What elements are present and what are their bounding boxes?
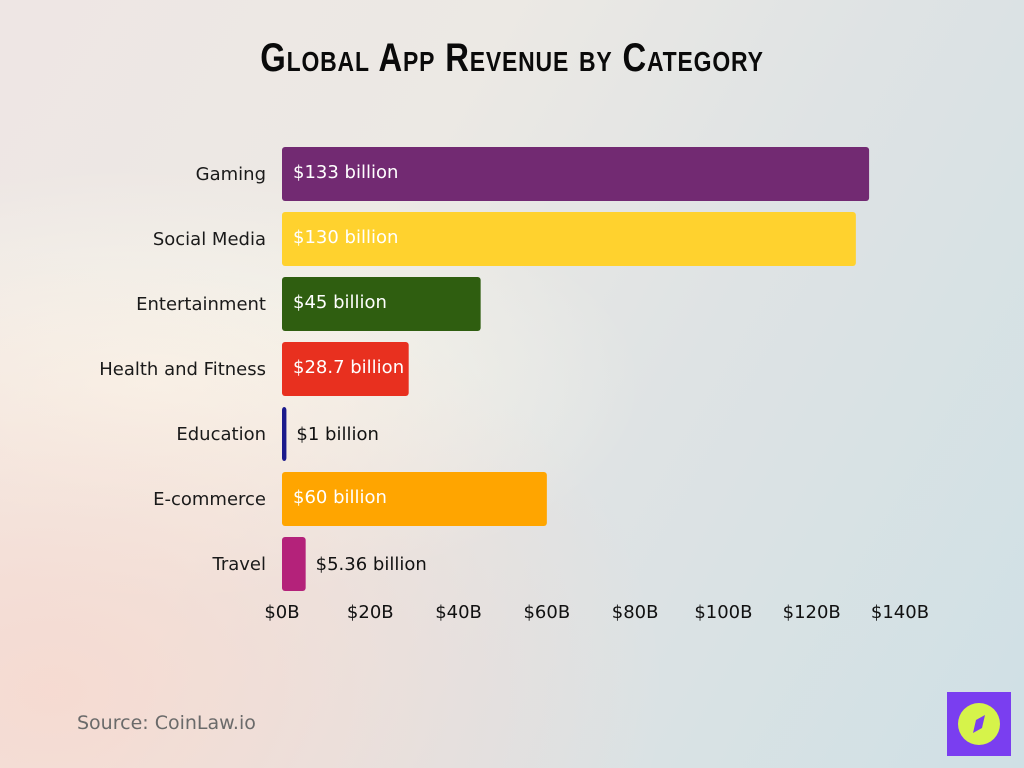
category-label: Entertainment — [136, 294, 266, 315]
data-label: $1 billion — [296, 424, 378, 445]
category-label: Travel — [211, 554, 266, 575]
compass-icon — [958, 703, 1000, 745]
source-note: Source: CoinLaw.io — [77, 712, 256, 734]
bar-5 — [282, 472, 547, 526]
x-tick-label: $100B — [694, 602, 752, 623]
x-tick-label: $120B — [783, 602, 841, 623]
bar-4 — [282, 407, 287, 461]
x-tick-label: $0B — [264, 602, 299, 623]
bar-0 — [282, 147, 870, 201]
data-label: $5.36 billion — [316, 554, 427, 575]
data-label: $28.7 billion — [293, 357, 404, 378]
category-label: Social Media — [153, 229, 266, 250]
category-label: Health and Fitness — [99, 359, 266, 380]
data-label: $45 billion — [293, 292, 387, 313]
data-label: $130 billion — [293, 227, 398, 248]
bar-6 — [282, 537, 306, 591]
x-tick-label: $20B — [347, 602, 394, 623]
x-tick-label: $40B — [435, 602, 482, 623]
x-tick-label: $60B — [523, 602, 570, 623]
category-label: Education — [176, 424, 266, 445]
x-tick-label: $140B — [871, 602, 929, 623]
data-label: $133 billion — [293, 162, 398, 183]
category-label: Gaming — [196, 164, 266, 185]
logo — [947, 692, 1011, 756]
data-label: $60 billion — [293, 487, 387, 508]
bar-2 — [282, 277, 481, 331]
category-label: E-commerce — [153, 489, 266, 510]
x-tick-label: $80B — [612, 602, 659, 623]
bar-3 — [282, 342, 409, 396]
chart-title: Global App Revenue by Category — [260, 36, 764, 80]
bar-1 — [282, 212, 856, 266]
